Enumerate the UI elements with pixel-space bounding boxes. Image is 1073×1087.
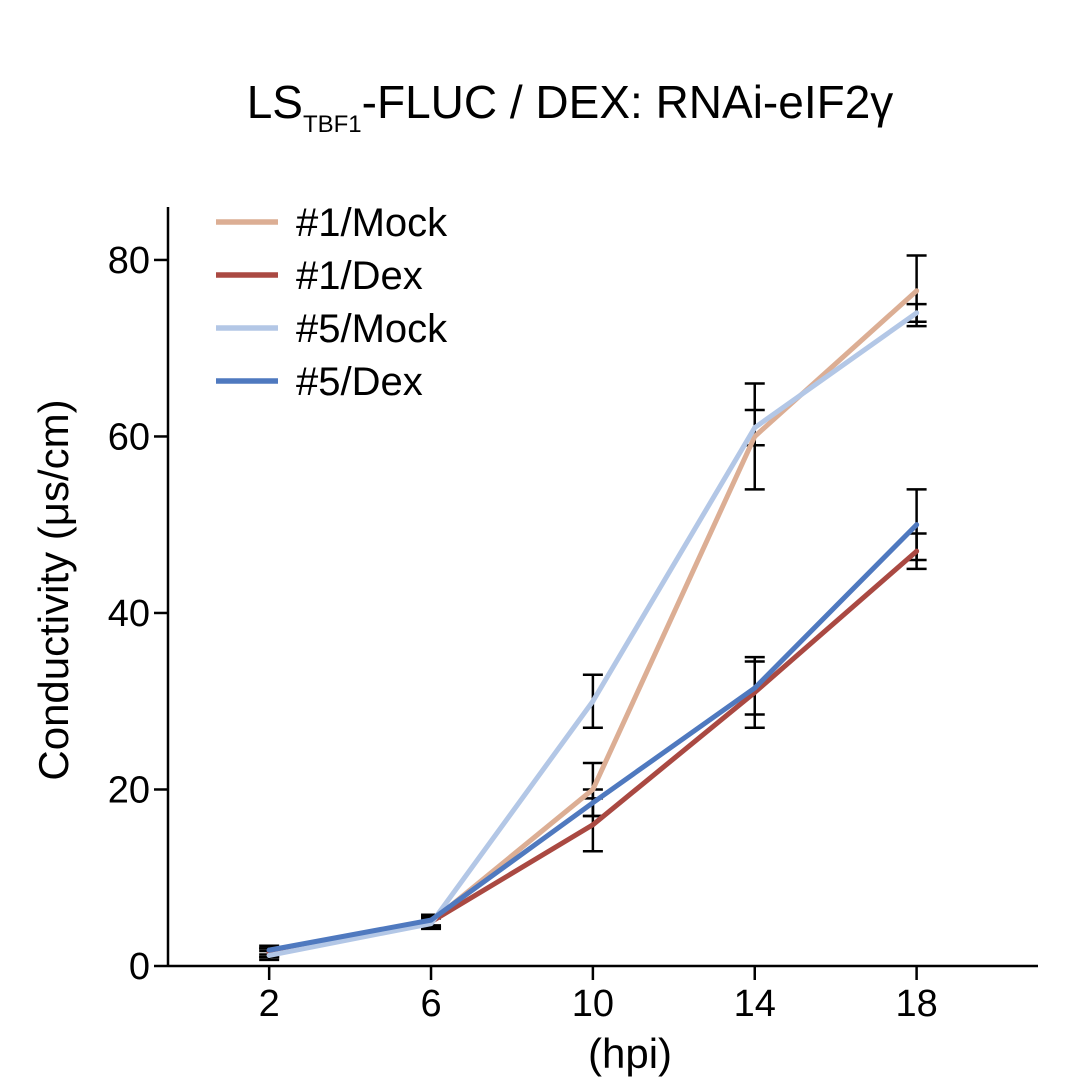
data-point [590, 800, 596, 806]
x-tick-label: 18 [895, 983, 937, 1025]
data-point [752, 433, 758, 439]
y-tick-label: 80 [108, 240, 150, 282]
series-line-1 [266, 548, 920, 956]
chart-title-rest: -FLUC / DEX: RNAi-eIF2γ [362, 76, 894, 128]
series-layer [259, 254, 927, 962]
axes: 0 20 40 60 80 2 6 10 14 18 [108, 207, 1038, 1025]
x-tick-label: 2 [259, 983, 280, 1025]
error-bars-1 [259, 532, 927, 959]
data-point [266, 947, 272, 953]
data-point [752, 425, 758, 431]
chart-title-main: LS [247, 76, 303, 128]
y-axis-label: Conductivity (μs/cm) [30, 399, 77, 780]
y-tick-label: 20 [108, 769, 150, 811]
data-point [428, 917, 434, 923]
data-point [266, 952, 272, 958]
x-tick-label: 14 [734, 983, 776, 1025]
series-line-3 [266, 522, 920, 953]
y-tick-label: 40 [108, 593, 150, 635]
data-point [590, 786, 596, 792]
legend-label-1: #1/Dex [296, 254, 423, 298]
chart-title: LSTBF1-FLUC / DEX: RNAi-eIF2γ [247, 76, 894, 138]
x-tick-label: 10 [572, 983, 614, 1025]
data-point [914, 548, 920, 554]
data-point [752, 685, 758, 691]
x-axis-label: (hpi) [588, 1030, 672, 1077]
data-point [914, 522, 920, 528]
data-point [590, 822, 596, 828]
legend-label-2: #5/Mock [296, 307, 448, 351]
legend-label-3: #5/Dex [296, 360, 423, 404]
chart-title-subscript: TBF1 [303, 111, 362, 138]
legend: #1/Mock #1/Dex #5/Mock #5/Dex [216, 201, 448, 404]
legend-label-0: #1/Mock [296, 201, 448, 245]
x-tick-label: 6 [420, 983, 441, 1025]
y-tick-label: 60 [108, 416, 150, 458]
y-tick-label: 0 [129, 946, 150, 988]
data-point [914, 288, 920, 294]
data-point [914, 310, 920, 316]
data-point [590, 698, 596, 704]
